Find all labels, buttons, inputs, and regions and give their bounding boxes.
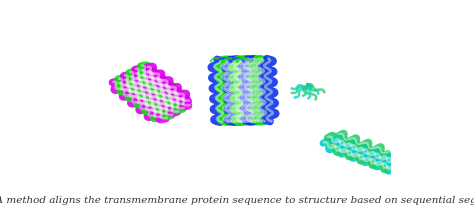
Text: TMSA method aligns the transmembrane protein sequence to structure based on sequ: TMSA method aligns the transmembrane pro… — [0, 196, 474, 205]
